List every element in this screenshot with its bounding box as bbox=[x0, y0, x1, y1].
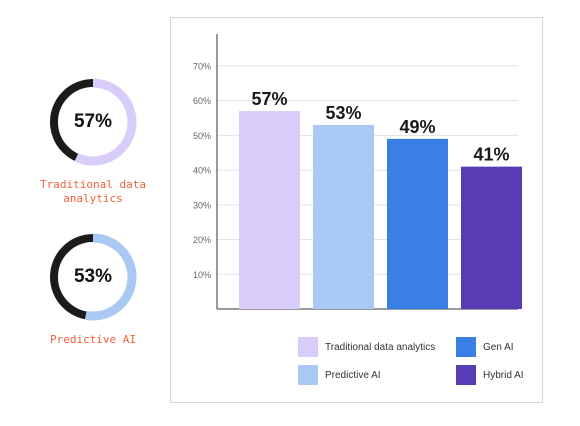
donut-label: Predictive AI bbox=[49, 333, 137, 346]
donut-traditional-data-analytics: 57% bbox=[48, 77, 138, 167]
bar-chart-panel: 10% 20% 30% 40% 50% 60% 70% 57% 53% 49% 41% Tradit… bbox=[170, 17, 543, 403]
bar bbox=[461, 166, 522, 309]
bar-chart: 10% 20% 30% 40% 50% 60% 70% 57% 53% 49% 41% bbox=[193, 34, 522, 310]
bar-value-label: 57% bbox=[251, 89, 287, 109]
donut-value: 57% bbox=[73, 111, 113, 132]
legend-item-gen-ai: Gen AI bbox=[456, 337, 514, 357]
legend-item-hybrid-ai: Hybrid AI bbox=[456, 365, 524, 385]
bar bbox=[387, 138, 448, 309]
bar bbox=[313, 124, 374, 309]
donut-ring bbox=[50, 233, 137, 321]
y-tick-label: 30% bbox=[193, 200, 211, 210]
legend-swatch bbox=[456, 337, 476, 357]
legend-swatch bbox=[298, 365, 318, 385]
legend-item-traditional-data-analytics: Traditional data analytics bbox=[298, 337, 435, 357]
bar-value-label: 53% bbox=[325, 103, 361, 123]
legend-swatch bbox=[456, 365, 476, 385]
donut-value: 53% bbox=[73, 266, 113, 287]
donut-value-arc bbox=[74, 78, 137, 166]
legend-label: Hybrid AI bbox=[483, 369, 524, 381]
y-tick-label: 20% bbox=[193, 235, 211, 245]
donut-predictive-ai: 53% bbox=[48, 232, 138, 322]
legend-label: Gen AI bbox=[483, 341, 514, 353]
legend-label: Predictive AI bbox=[325, 369, 381, 381]
legend-label: Traditional data analytics bbox=[325, 341, 436, 353]
bar-value-label: 49% bbox=[399, 117, 435, 137]
bar-value-label: 41% bbox=[473, 145, 509, 165]
y-tick-label: 10% bbox=[193, 270, 211, 280]
legend-item-predictive-ai: Predictive AI bbox=[298, 365, 381, 385]
donut-value-arc bbox=[84, 233, 137, 321]
donut-label: Traditional data analytics bbox=[40, 178, 146, 205]
y-tick-label: 50% bbox=[193, 131, 211, 141]
bar bbox=[239, 111, 300, 310]
legend-swatch bbox=[298, 337, 318, 357]
y-tick-label: 40% bbox=[193, 166, 211, 176]
donut-ring bbox=[50, 78, 137, 166]
y-tick-label: 70% bbox=[193, 61, 211, 71]
y-tick-label: 60% bbox=[193, 96, 211, 106]
